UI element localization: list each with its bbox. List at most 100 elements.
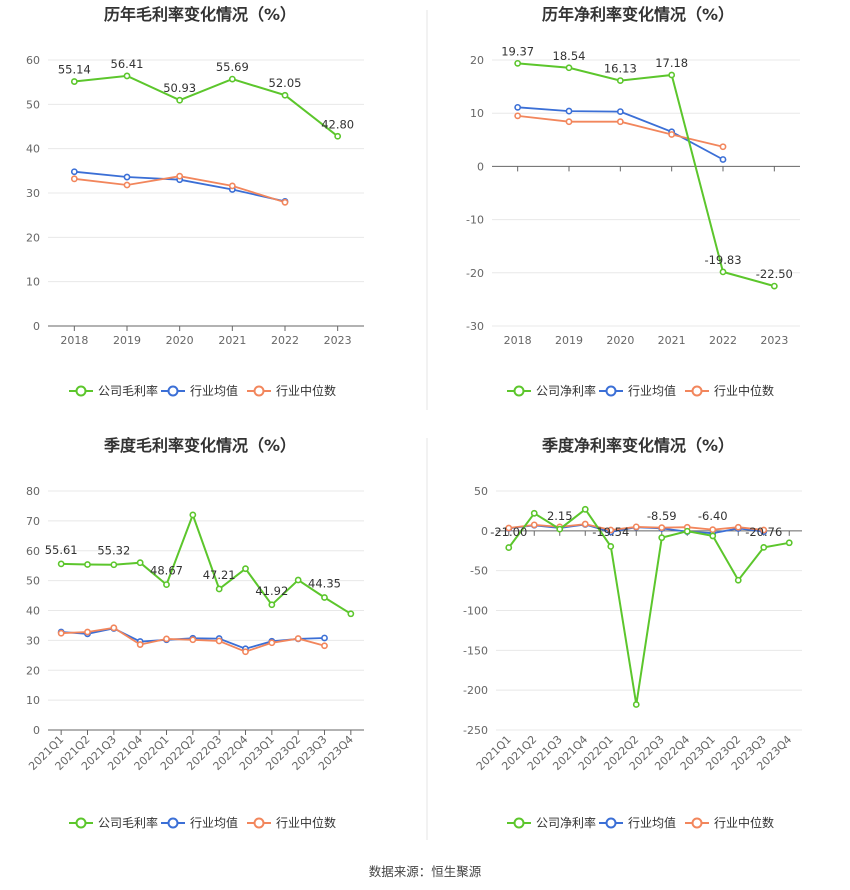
- y-tick-label: 80: [26, 485, 40, 498]
- legend-label: 公司净利率: [536, 815, 596, 830]
- data-label: 48.67: [150, 564, 183, 578]
- data-point-company: [658, 534, 666, 542]
- data-point-company: [556, 525, 564, 533]
- data-point-median: [760, 526, 768, 534]
- data-point-company: [163, 581, 170, 588]
- y-tick-label: 50: [26, 98, 40, 111]
- annual-gross-chart: 历年毛利率变化情况（%） 0 10 20 30 40 50 60 2018 2019 2020 202…: [26, 5, 364, 398]
- x-tick-label: 2018: [60, 334, 88, 347]
- legend-label: 公司净利率: [536, 383, 596, 398]
- x-tick-label: 2019: [555, 334, 583, 347]
- data-label: -19.83: [704, 253, 741, 267]
- data-point-company: [321, 594, 328, 601]
- data-label: 50.93: [163, 81, 196, 95]
- legend-item-median[interactable]: 行业中位数: [247, 383, 336, 398]
- data-point-company: [70, 78, 78, 85]
- legend-item-median[interactable]: 行业中位数: [247, 815, 336, 830]
- data-point-avg: [616, 108, 624, 116]
- legend-item-median[interactable]: 行业中位数: [685, 815, 774, 830]
- legend-item-company[interactable]: 公司净利率: [507, 815, 596, 830]
- legend-item-avg[interactable]: 行业均值: [599, 815, 676, 830]
- x-tick-label: 2019: [113, 334, 141, 347]
- data-point-median: [215, 637, 223, 645]
- data-label: 17.18: [655, 56, 688, 70]
- quarterly-net-chart: 季度净利率变化情况（%）-250-200-150-100-500502021Q1…: [463, 436, 802, 830]
- data-label: -22.50: [756, 267, 793, 281]
- data-label: -20.76: [745, 525, 782, 539]
- data-point-median: [176, 172, 184, 180]
- data-point-median: [110, 624, 118, 632]
- legend-item-company[interactable]: 公司毛利率: [69, 383, 158, 398]
- data-point-company: [176, 96, 184, 104]
- data-point-median: [84, 628, 91, 636]
- data-label: 19.37: [501, 44, 534, 58]
- legend: 公司毛利率 行业均值 行业中位数: [69, 383, 336, 398]
- data-point-median: [514, 112, 522, 120]
- data-point-median: [321, 642, 328, 650]
- data-point-median: [709, 526, 717, 534]
- data-label: 2.15: [547, 509, 573, 523]
- legend-swatch-marker: [167, 817, 179, 829]
- data-point-company: [770, 282, 778, 290]
- y-tick-label: 30: [26, 634, 40, 647]
- y-tick-label: 30: [26, 187, 40, 200]
- data-point-avg: [321, 634, 328, 642]
- legend-item-company[interactable]: 公司毛利率: [69, 815, 158, 830]
- legend-item-avg[interactable]: 行业均值: [161, 815, 238, 830]
- series-line-company: [507, 507, 790, 705]
- data-label: 52.05: [269, 76, 302, 90]
- chart-title: 季度毛利率变化情况（%）: [103, 436, 296, 455]
- data-point-company: [734, 576, 742, 584]
- legend: 公司净利率 行业均值 行业中位数: [507, 383, 774, 398]
- y-tick-label: 60: [26, 545, 40, 558]
- data-point-company: [242, 565, 249, 573]
- y-tick-label: 0: [477, 160, 484, 173]
- y-tick-label: 40: [26, 143, 40, 156]
- data-point-company: [57, 560, 65, 568]
- legend: 公司净利率 行业均值 行业中位数: [507, 815, 774, 830]
- data-point-median: [281, 198, 289, 206]
- legend-item-company[interactable]: 公司净利率: [507, 383, 596, 398]
- x-tick-label: 2020: [606, 334, 634, 347]
- data-point-median: [565, 118, 573, 126]
- data-point-median: [668, 131, 676, 138]
- data-point-median: [228, 182, 236, 190]
- data-point-company: [514, 59, 522, 67]
- chart-title: 历年净利率变化情况（%）: [542, 5, 734, 24]
- data-point-company: [616, 77, 624, 84]
- data-point-company: [565, 64, 573, 72]
- x-tick-label: 2020: [166, 334, 194, 347]
- legend-item-median[interactable]: 行业中位数: [685, 383, 774, 398]
- data-point-median: [294, 635, 302, 642]
- series-line-company: [517, 62, 775, 288]
- legend-label: 行业中位数: [276, 815, 336, 830]
- y-tick-label: 0: [33, 724, 40, 737]
- legend-item-avg[interactable]: 行业均值: [599, 383, 676, 398]
- data-point-company: [228, 75, 236, 83]
- data-label: 56.41: [111, 57, 144, 71]
- data-point-median: [242, 648, 249, 656]
- data-point-median: [530, 521, 538, 529]
- y-tick-label: 20: [26, 664, 40, 677]
- data-point-median: [57, 629, 65, 637]
- x-tick-label: 2023: [760, 334, 788, 347]
- legend-label: 行业中位数: [714, 383, 774, 398]
- legend-item-avg[interactable]: 行业均值: [161, 383, 238, 398]
- y-tick-label: -30: [466, 320, 484, 333]
- data-point-company: [607, 543, 615, 550]
- y-tick-label: -100: [463, 605, 488, 618]
- y-tick-label: -50: [470, 565, 488, 578]
- data-point-median: [734, 523, 742, 531]
- y-tick-label: -250: [463, 724, 488, 737]
- data-label: 55.32: [97, 544, 130, 558]
- data-point-median: [123, 181, 131, 189]
- data-label: 55.61: [45, 543, 78, 557]
- x-tick-label: 2021: [218, 334, 246, 347]
- legend-swatch-marker: [605, 817, 617, 829]
- y-tick-label: 70: [26, 515, 40, 528]
- data-label: -6.40: [698, 509, 728, 523]
- data-point-company: [632, 701, 640, 708]
- legend-label: 公司毛利率: [98, 383, 158, 398]
- y-tick-label: 20: [470, 54, 484, 67]
- data-point-median: [163, 635, 170, 643]
